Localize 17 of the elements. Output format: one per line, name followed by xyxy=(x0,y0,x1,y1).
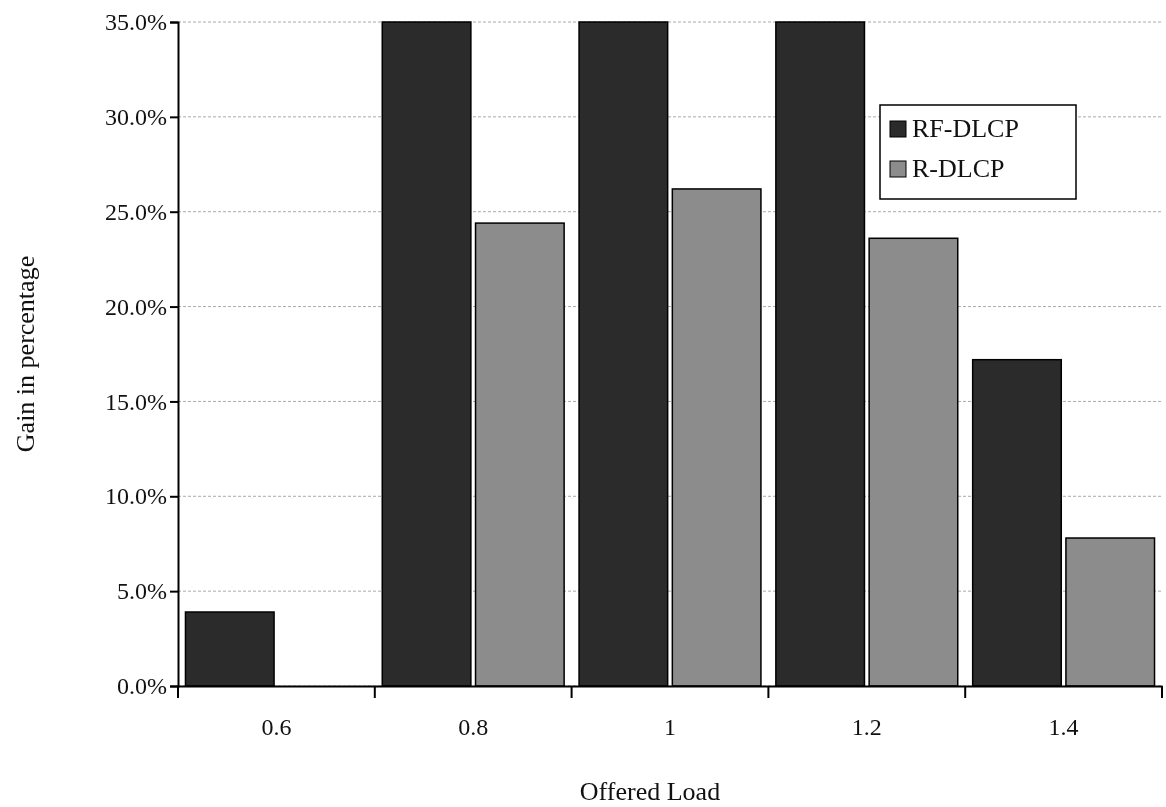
y-tick-label: 5.0% xyxy=(117,578,167,605)
y-axis-title: Gain in percentage xyxy=(11,255,40,453)
x-tick-label: 1.2 xyxy=(851,713,882,740)
x-axis-title: Offered Load xyxy=(579,777,721,806)
x-tick-label: 1 xyxy=(664,713,676,740)
y-tick-label: 35.0% xyxy=(105,9,167,36)
x-tick-label: 0.6 xyxy=(261,713,292,740)
legend-label: R-DLCP xyxy=(912,154,1005,183)
y-tick-label: 20.0% xyxy=(105,293,167,320)
legend-label: RF-DLCP xyxy=(912,114,1019,143)
y-tick-label: 10.0% xyxy=(105,483,167,510)
x-tick-label: 1.4 xyxy=(1048,713,1079,740)
y-tick-label: 15.0% xyxy=(105,388,167,415)
y-tick-label: 0.0% xyxy=(117,673,167,700)
x-tick-label: 0.8 xyxy=(458,713,489,740)
y-tick-label: 25.0% xyxy=(105,198,167,225)
y-tick-label: 30.0% xyxy=(105,104,167,131)
